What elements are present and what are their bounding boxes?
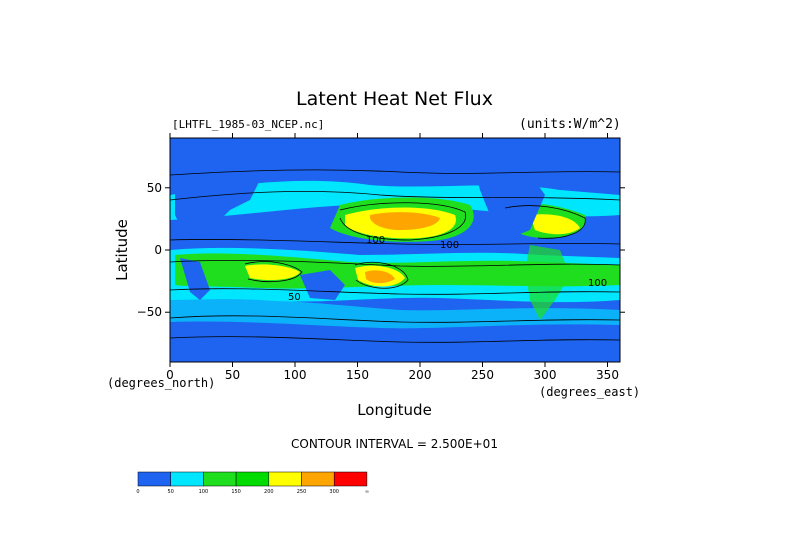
colorbar-tick-label: 300 — [329, 489, 339, 495]
flux-region — [370, 212, 440, 230]
contour-label: 100 — [588, 278, 607, 289]
colorbar-swatch — [333, 471, 368, 487]
flux-region — [180, 258, 210, 300]
colorbar-swatch — [301, 471, 335, 487]
y-axis-unit-label: (degrees_north) — [107, 376, 216, 390]
x-axis-unit-label: (degrees_east) — [539, 385, 641, 399]
contour-lines — [170, 169, 620, 343]
contour-interval-label: CONTOUR INTERVAL = 2.500E+01 — [291, 437, 498, 451]
colorbar-swatch — [137, 471, 171, 487]
colorbar: 0 50 100 150 200 250 300 ∞ — [136, 471, 369, 495]
flux-region — [300, 270, 345, 300]
y-tick-label: 50 — [147, 181, 162, 195]
x-tick-label: 0 — [166, 368, 174, 382]
y-tick-label: 0 — [154, 243, 162, 257]
x-tick-label: 50 — [225, 368, 240, 382]
colorbar-swatch — [235, 471, 270, 487]
axes: 0 50 100 150 200 250 300 350 50 0 −50 — [137, 133, 625, 382]
contour-label: 100 — [366, 235, 385, 246]
y-tick-label: −50 — [137, 305, 162, 319]
contour-label: 100 — [440, 240, 459, 251]
x-tick-label: 200 — [409, 368, 432, 382]
x-tick-label: 350 — [596, 368, 619, 382]
x-tick-label: 100 — [284, 368, 307, 382]
units-label: (units:W/m^2) — [519, 117, 621, 132]
flux-region — [365, 270, 395, 284]
flux-region — [245, 264, 300, 280]
colorbar-tick-label: ∞ — [365, 489, 369, 495]
colorbar-tick-label: 200 — [264, 489, 274, 495]
contour-label: 50 — [288, 292, 301, 303]
chart-title: Latent Heat Net Flux — [296, 88, 493, 110]
colorbar-tick-label: 100 — [199, 489, 209, 495]
flux-region — [175, 253, 620, 289]
x-tick-label: 150 — [346, 368, 369, 382]
colorbar-swatch — [268, 471, 302, 487]
flux-field: 100 100 100 50 — [170, 138, 620, 362]
colorbar-tick-label: 50 — [168, 489, 174, 495]
colorbar-tick-label: 0 — [136, 489, 139, 495]
flux-region — [525, 245, 570, 320]
colorbar-swatch — [170, 471, 204, 487]
x-tick-label: 300 — [534, 368, 557, 382]
flux-region — [530, 214, 580, 235]
x-tick-label: 250 — [471, 368, 494, 382]
source-file-label: [LHTFL_1985-03_NCEP.nc] — [172, 118, 325, 131]
colorbar-tick-label: 150 — [231, 489, 241, 495]
colorbar-swatch — [203, 471, 237, 487]
colorbar-tick-label: 250 — [297, 489, 307, 495]
flux-region — [170, 330, 620, 362]
x-axis-label: Longitude — [357, 401, 432, 419]
